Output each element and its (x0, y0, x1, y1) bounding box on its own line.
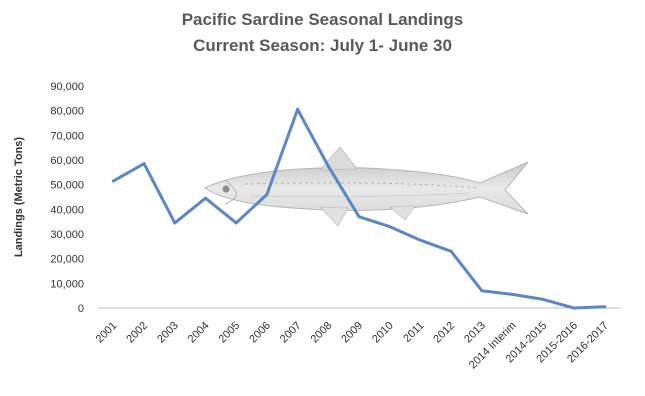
data-point (265, 193, 269, 197)
data-point (388, 225, 392, 229)
data-point (541, 297, 545, 301)
y-tick-label: 80,000 (50, 106, 84, 118)
data-point (111, 179, 115, 183)
y-axis-label: Landings (Metric Tons) (13, 137, 25, 258)
y-tick-label: 10,000 (50, 278, 84, 290)
y-tick-label: 60,000 (50, 155, 84, 167)
x-tick-label: 2008 (309, 320, 335, 346)
data-point (480, 289, 484, 293)
data-point (357, 215, 361, 219)
x-tick-label: 2012 (431, 320, 457, 346)
y-tick-label: 20,000 (50, 254, 84, 266)
data-point (572, 306, 576, 310)
y-tick-label: 40,000 (50, 204, 84, 216)
x-tick-label: 2001 (94, 320, 120, 346)
sardine-fish-illustration (204, 146, 529, 227)
data-point (326, 164, 330, 168)
x-tick-label: 2003 (155, 320, 181, 346)
x-tick-label: 2013 (462, 320, 488, 346)
x-tick-label: 2005 (216, 320, 242, 346)
y-tick-label: 0 (78, 303, 84, 315)
y-tick-label: 90,000 (50, 81, 84, 93)
data-point (449, 249, 453, 253)
x-tick-label: 2006 (247, 320, 273, 346)
data-point (418, 238, 422, 242)
data-point (203, 196, 207, 200)
x-tick-label: 2011 (401, 320, 426, 345)
x-tick-label: 2010 (370, 320, 396, 346)
x-tick-label: 2004 (186, 320, 212, 346)
data-point (234, 221, 238, 225)
y-tick-label: 30,000 (50, 229, 84, 241)
data-point (296, 107, 300, 111)
data-point (511, 292, 515, 296)
y-tick-label: 70,000 (50, 130, 84, 142)
y-tick-label: 50,000 (50, 180, 84, 192)
data-point (142, 162, 146, 166)
data-point (603, 305, 607, 309)
x-tick-label: 2002 (124, 320, 150, 346)
chart-subtitle: Current Season: July 1- June 30 (193, 36, 452, 55)
x-tick-label: 2009 (339, 320, 365, 346)
data-point (173, 221, 177, 225)
chart-title: Pacific Sardine Seasonal Landings (181, 10, 464, 29)
x-tick-label: 2007 (278, 320, 304, 346)
